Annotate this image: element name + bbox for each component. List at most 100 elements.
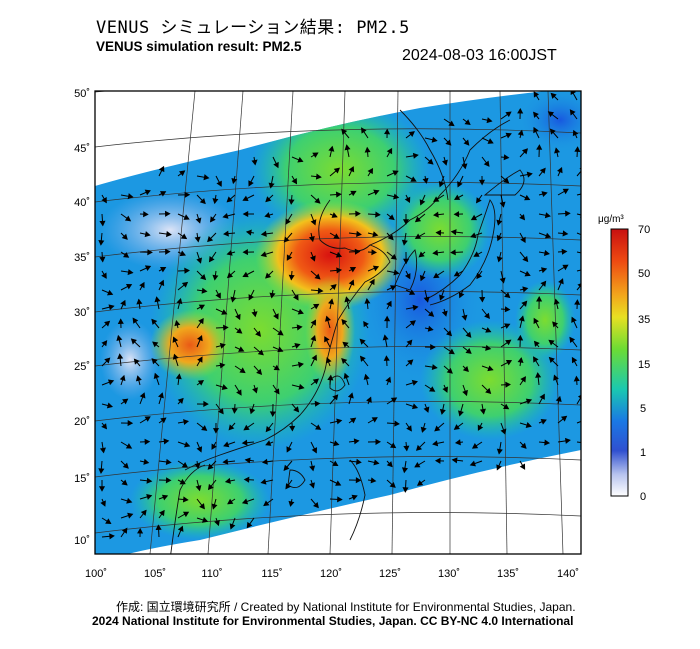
wind-arrowhead (386, 300, 392, 307)
wind-arrowhead (117, 353, 124, 360)
wind-arrowhead (296, 324, 303, 331)
lat-label: 50˚ (74, 88, 90, 100)
wind-arrowhead (470, 232, 477, 239)
wind-arrowhead (283, 236, 290, 243)
wind-arrowhead (249, 408, 256, 415)
wind-arrowhead (181, 462, 189, 468)
wind-arrowhead (442, 159, 448, 166)
wind-arrowhead (328, 145, 335, 152)
wind-arrowhead (226, 272, 234, 279)
wind-arrowhead (325, 357, 332, 364)
wind-arrowhead (337, 496, 343, 503)
wind-arrowhead (310, 219, 317, 226)
wind-arrowhead (146, 477, 153, 484)
wind-arrowhead (248, 294, 254, 301)
wind-arrowhead (260, 478, 267, 485)
wind-arrowhead (533, 91, 540, 98)
wind-arrowhead (246, 521, 253, 529)
wind-arrowhead (236, 389, 242, 396)
wind-arrowhead (273, 388, 280, 395)
wind-arrowhead (363, 320, 369, 328)
wind-arrowhead (297, 361, 304, 368)
wind-arrowhead (364, 297, 371, 304)
wind-arrowhead (255, 330, 261, 337)
wind-arrowhead (571, 316, 577, 323)
wind-arrowhead (137, 527, 144, 534)
wind-arrowhead (361, 127, 367, 134)
wind-arrowhead (341, 357, 348, 365)
wind-arrowhead (390, 442, 397, 449)
wind-arrowhead (439, 294, 445, 301)
wind-arrowhead (453, 424, 460, 430)
wind-arrowhead (330, 284, 337, 291)
colorbar-tick: 35 (638, 314, 650, 326)
lon-label: 130˚ (438, 568, 460, 580)
wind-arrowhead (448, 120, 455, 127)
wind-arrow (576, 441, 581, 444)
lon-label: 100˚ (85, 568, 107, 580)
wind-arrowhead (241, 498, 249, 505)
wind-arrowhead (418, 251, 425, 258)
wind-arrowhead (332, 394, 339, 401)
wind-arrowhead (242, 210, 249, 218)
wind-arrowhead (144, 438, 151, 445)
wind-arrowhead (172, 353, 179, 360)
wind-arrowhead (125, 283, 133, 290)
wind-arrowhead (308, 236, 315, 243)
wind-arrowhead (273, 364, 280, 371)
wind-arrowhead (159, 191, 167, 197)
wind-arrowhead (172, 336, 179, 343)
wind-arrowhead (315, 424, 322, 430)
wind-arrowhead (348, 279, 355, 286)
wind-arrowhead (403, 258, 410, 265)
wind-arrowhead (184, 191, 191, 198)
wind-arrowhead (469, 460, 476, 467)
wind-arrowhead (584, 418, 589, 422)
wind-arrowhead (520, 376, 526, 383)
wind-arrowhead (197, 356, 203, 363)
wind-arrowhead (314, 400, 321, 407)
wind-arrowhead (214, 519, 220, 527)
wind-arrowhead (525, 422, 532, 428)
wind-arrowhead (428, 310, 435, 317)
wind-arrowhead (562, 264, 569, 271)
wind-arrowhead (293, 294, 299, 301)
wind-arrowhead (341, 319, 348, 326)
wind-arrowhead (263, 500, 270, 507)
wind-arrowhead (505, 111, 512, 118)
wind-arrowhead (236, 327, 243, 334)
wind-arrowhead (471, 443, 479, 449)
wind-arrowhead (406, 339, 413, 346)
wind-arrowhead (143, 458, 150, 465)
wind-arrowhead (178, 170, 186, 177)
wind-arrowhead (277, 329, 284, 336)
wind-arrowhead (179, 250, 186, 257)
wind-arrowhead (533, 111, 539, 118)
wind-arrowhead (332, 460, 339, 467)
wind-arrowhead (310, 319, 317, 326)
wind-arrowhead (547, 111, 554, 118)
wind-arrowhead (314, 197, 321, 204)
wind-arrowhead (408, 131, 415, 137)
wind-arrowhead (402, 487, 409, 493)
wind-arrowhead (333, 233, 340, 239)
wind-arrowhead (366, 396, 372, 403)
wind-arrowhead (486, 117, 493, 124)
wind-arrowhead (144, 231, 151, 238)
wind-arrowhead (238, 346, 245, 352)
wind-arrowhead (217, 408, 224, 415)
wind-arrowhead (147, 249, 153, 256)
wind-arrowhead (99, 447, 106, 454)
wind-arrowhead (127, 420, 134, 427)
wind-arrowhead (412, 304, 419, 311)
wind-arrowhead (496, 234, 503, 242)
wind-arrowhead (504, 323, 511, 329)
wind-arrowhead (165, 248, 171, 255)
wind-arrowhead (241, 439, 248, 446)
wind-arrowhead (539, 393, 545, 400)
wind-arrowhead (151, 358, 158, 365)
wind-arrowhead (496, 448, 503, 455)
wind-arrowhead (310, 335, 317, 342)
wind-arrowhead (434, 425, 441, 432)
wind-arrowhead (139, 392, 146, 399)
